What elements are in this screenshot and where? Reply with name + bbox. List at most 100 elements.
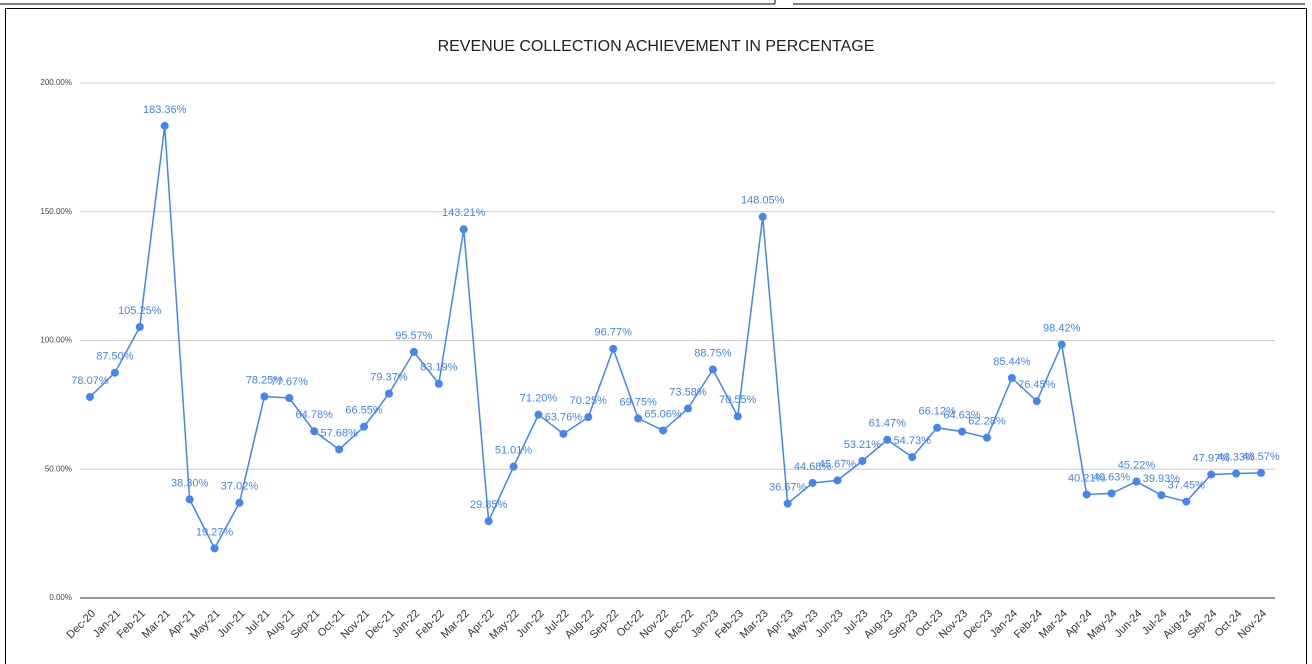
data-label: 69.75% xyxy=(619,396,657,408)
data-label: 45.22% xyxy=(1118,459,1156,471)
data-label: 54.73% xyxy=(894,435,932,447)
y-tick-label: 150.00% xyxy=(40,207,72,216)
data-label: 45.67% xyxy=(819,458,857,470)
data-label: 85.44% xyxy=(993,356,1031,368)
data-point xyxy=(609,344,618,353)
x-tick-label: Dec-20 xyxy=(65,608,99,642)
data-label: 76.45% xyxy=(1018,379,1056,391)
data-label: 37.45% xyxy=(1168,479,1206,491)
data-point xyxy=(659,426,668,435)
data-label: 66.12% xyxy=(918,406,956,418)
data-point xyxy=(833,476,842,485)
data-point xyxy=(1032,397,1041,406)
data-label: 19.27% xyxy=(196,526,234,538)
data-point xyxy=(1007,373,1016,382)
data-point xyxy=(135,322,144,331)
data-point xyxy=(858,456,867,465)
data-label: 64.78% xyxy=(296,409,334,421)
data-label: 65.06% xyxy=(644,408,682,420)
chart-border xyxy=(5,8,1307,664)
data-point xyxy=(185,495,194,504)
y-tick-label: 0.00% xyxy=(49,593,72,602)
x-tick-label: Mar-22 xyxy=(439,608,472,641)
data-label: 83.19% xyxy=(420,362,458,374)
data-point xyxy=(683,404,692,413)
data-point xyxy=(110,368,119,377)
x-tick-label: Mar-24 xyxy=(1037,608,1070,641)
data-point xyxy=(933,423,942,432)
data-point xyxy=(1157,491,1166,500)
data-label: 148.05% xyxy=(741,195,785,207)
data-label: 51.01% xyxy=(495,445,533,457)
data-label: 40.21% xyxy=(1068,472,1106,484)
data-point xyxy=(1082,490,1091,499)
data-point xyxy=(285,393,294,402)
data-point xyxy=(1057,340,1066,349)
data-point xyxy=(534,410,543,419)
data-label: 63.76% xyxy=(545,412,583,424)
data-point xyxy=(260,392,269,401)
y-tick-label: 200.00% xyxy=(40,78,72,87)
data-point xyxy=(982,433,991,442)
data-label: 61.47% xyxy=(869,418,907,430)
data-point xyxy=(783,499,792,508)
data-label: 64.63% xyxy=(943,409,981,421)
data-label: 53.21% xyxy=(844,439,882,451)
data-point xyxy=(459,225,468,234)
data-label: 62.28% xyxy=(968,416,1006,428)
chart-title: REVENUE COLLECTION ACHIEVEMENT IN PERCEN… xyxy=(438,38,875,55)
data-point xyxy=(85,392,94,401)
data-point xyxy=(958,427,967,436)
data-label: 36.67% xyxy=(769,481,807,493)
x-tick-label: Mar-21 xyxy=(140,608,173,641)
data-label: 78.07% xyxy=(71,375,109,387)
x-tick-label: Jun-24 xyxy=(1112,608,1144,640)
data-point xyxy=(733,412,742,421)
data-point xyxy=(1232,469,1241,478)
data-label: 47.97% xyxy=(1193,452,1231,464)
y-tick-label: 50.00% xyxy=(45,464,72,473)
data-label: 70.25% xyxy=(570,395,608,407)
data-point xyxy=(908,453,917,462)
data-label: 87.50% xyxy=(96,351,134,363)
x-tick-label: Jun-23 xyxy=(813,608,845,640)
data-label: 57.68% xyxy=(320,427,358,439)
data-point xyxy=(484,517,493,526)
data-label: 71.20% xyxy=(520,393,558,405)
data-point xyxy=(1257,468,1266,477)
data-label: 44.68% xyxy=(794,461,832,473)
data-point xyxy=(360,422,369,431)
data-label: 88.75% xyxy=(694,347,732,359)
data-label: 73.58% xyxy=(669,386,707,398)
data-label: 70.55% xyxy=(719,394,757,406)
data-label: 96.77% xyxy=(595,327,633,339)
data-point xyxy=(384,389,393,398)
data-label: 143.21% xyxy=(442,207,486,219)
data-point xyxy=(310,427,319,436)
data-label: 98.42% xyxy=(1043,322,1081,334)
x-tick-label: Jun-22 xyxy=(514,608,546,640)
data-point xyxy=(758,212,767,221)
data-point xyxy=(1132,477,1141,486)
data-label: 48.57% xyxy=(1242,451,1280,463)
data-label: 37.02% xyxy=(221,481,259,493)
data-point xyxy=(409,347,418,356)
x-tick-label: Jun-21 xyxy=(215,608,247,640)
data-point xyxy=(883,435,892,444)
data-label: 77.67% xyxy=(271,376,309,388)
data-point xyxy=(434,379,443,388)
data-label: 39.93% xyxy=(1143,473,1181,485)
data-point xyxy=(708,365,717,374)
data-point xyxy=(1107,489,1116,498)
data-label: 66.55% xyxy=(345,405,383,417)
data-label: 48.33% xyxy=(1217,451,1255,463)
data-point xyxy=(559,429,568,438)
data-label: 79.37% xyxy=(370,372,408,384)
data-point xyxy=(509,462,518,471)
data-point xyxy=(808,478,817,487)
data-label: 183.36% xyxy=(143,104,187,116)
data-label: 38.30% xyxy=(171,477,209,489)
data-point xyxy=(1182,497,1191,506)
data-label: 29.85% xyxy=(470,499,508,511)
